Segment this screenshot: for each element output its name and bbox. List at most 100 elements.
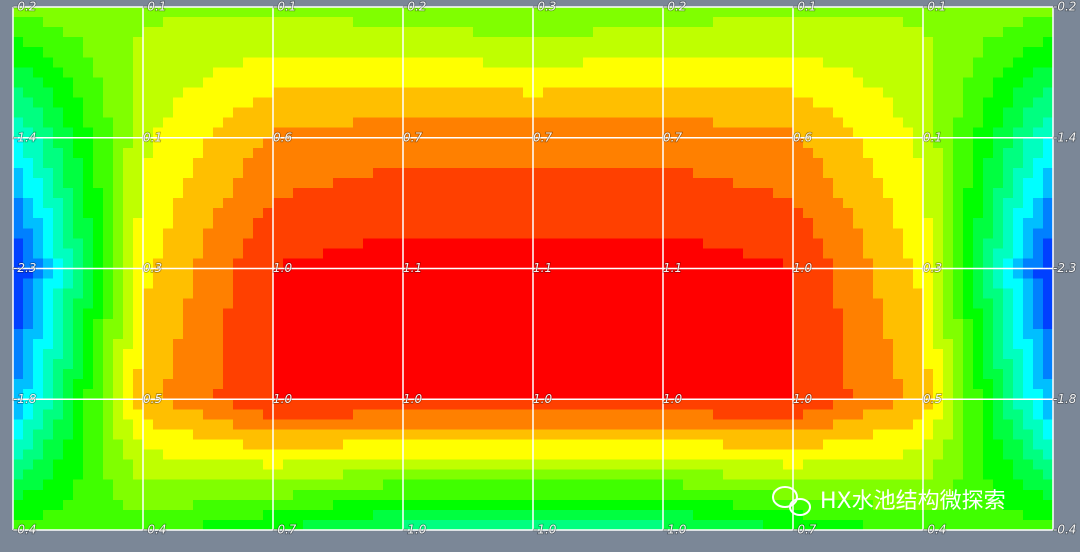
contour-cell (683, 308, 694, 320)
contour-cell (183, 459, 194, 471)
contour-cell (723, 278, 734, 290)
contour-cell (813, 318, 824, 330)
contour-cell (223, 188, 234, 199)
contour-cell (853, 298, 864, 310)
contour-cell (733, 399, 744, 410)
contour-cell (153, 107, 164, 119)
contour-cell (493, 258, 504, 270)
contour-cell (283, 298, 294, 310)
contour-cell (83, 177, 94, 189)
contour-cell (393, 117, 404, 129)
contour-cell (943, 47, 954, 58)
contour-cell (763, 429, 774, 441)
contour-cell (873, 298, 884, 310)
contour-cell (753, 389, 764, 400)
contour-cell (573, 208, 584, 219)
contour-cell (83, 37, 94, 48)
contour-cell (73, 177, 84, 189)
contour-cell (593, 469, 604, 481)
contour-cell (583, 328, 594, 340)
contour-cell (413, 288, 424, 300)
contour-cell (63, 188, 74, 199)
contour-cell (193, 208, 204, 219)
contour-cell (473, 409, 484, 420)
contour-cell (453, 479, 464, 491)
contour-cell (423, 218, 434, 229)
contour-cell (103, 459, 114, 471)
contour-cell (243, 328, 254, 340)
contour-cell (643, 298, 654, 310)
contour-cell (693, 459, 704, 471)
contour-cell (573, 439, 584, 451)
contour-cell (533, 7, 544, 18)
contour-cell (183, 97, 194, 109)
contour-cell (403, 37, 414, 48)
contour-cell (963, 369, 974, 380)
contour-cell (103, 7, 114, 18)
contour-cell (413, 117, 424, 129)
contour-cell (763, 127, 774, 139)
contour-cell (813, 258, 824, 270)
contour-cell (253, 318, 264, 330)
contour-cell (333, 67, 344, 79)
contour-cell (633, 17, 644, 28)
contour-cell (953, 188, 964, 199)
contour-cell (923, 167, 934, 179)
contour-cell (833, 228, 844, 239)
contour-cell (43, 57, 54, 68)
contour-cell (493, 188, 504, 199)
contour-cell (423, 208, 434, 219)
contour-cell (1003, 107, 1014, 119)
contour-cell (343, 429, 354, 441)
contour-cell (203, 489, 214, 501)
contour-cell (333, 328, 344, 340)
contour-cell (343, 47, 354, 58)
contour-cell (843, 167, 854, 179)
contour-cell (83, 308, 94, 320)
contour-cell (363, 359, 374, 370)
contour-cell (53, 228, 64, 239)
contour-cell (833, 117, 844, 129)
contour-cell (523, 509, 534, 521)
contour-cell (1003, 338, 1014, 350)
contour-cell (833, 107, 844, 119)
contour-cell (1013, 137, 1024, 149)
contour-cell (173, 188, 184, 199)
contour-cell (303, 177, 314, 189)
contour-cell (883, 177, 894, 189)
contour-cell (13, 509, 24, 521)
contour-cell (423, 117, 434, 129)
contour-cell (323, 258, 334, 270)
contour-cell (553, 17, 564, 28)
contour-cell (713, 409, 724, 420)
contour-cell (433, 218, 444, 229)
contour-cell (473, 288, 484, 300)
contour-cell (513, 117, 524, 129)
contour-cell (783, 188, 794, 199)
contour-cell (533, 409, 544, 420)
contour-cell (993, 348, 1004, 360)
contour-cell (523, 399, 534, 410)
contour-cell (803, 379, 814, 390)
contour-cell (973, 47, 984, 58)
contour-cell (773, 359, 784, 370)
contour-cell (673, 167, 684, 179)
contour-cell (563, 318, 574, 330)
contour-cell (563, 7, 574, 18)
contour-cell (283, 499, 294, 511)
contour-cell (213, 107, 224, 119)
contour-cell (473, 7, 484, 18)
contour-cell (533, 57, 544, 68)
contour-cell (383, 308, 394, 320)
contour-cell (713, 359, 724, 370)
contour-cell (603, 167, 614, 179)
contour-cell (273, 157, 284, 169)
contour-cell (1013, 308, 1024, 320)
contour-cell (1023, 107, 1034, 119)
contour-cell (813, 167, 824, 179)
contour-cell (343, 298, 354, 310)
contour-cell (713, 298, 724, 310)
contour-cell (693, 47, 704, 58)
contour-cell (303, 248, 314, 260)
contour-cell (213, 198, 224, 209)
